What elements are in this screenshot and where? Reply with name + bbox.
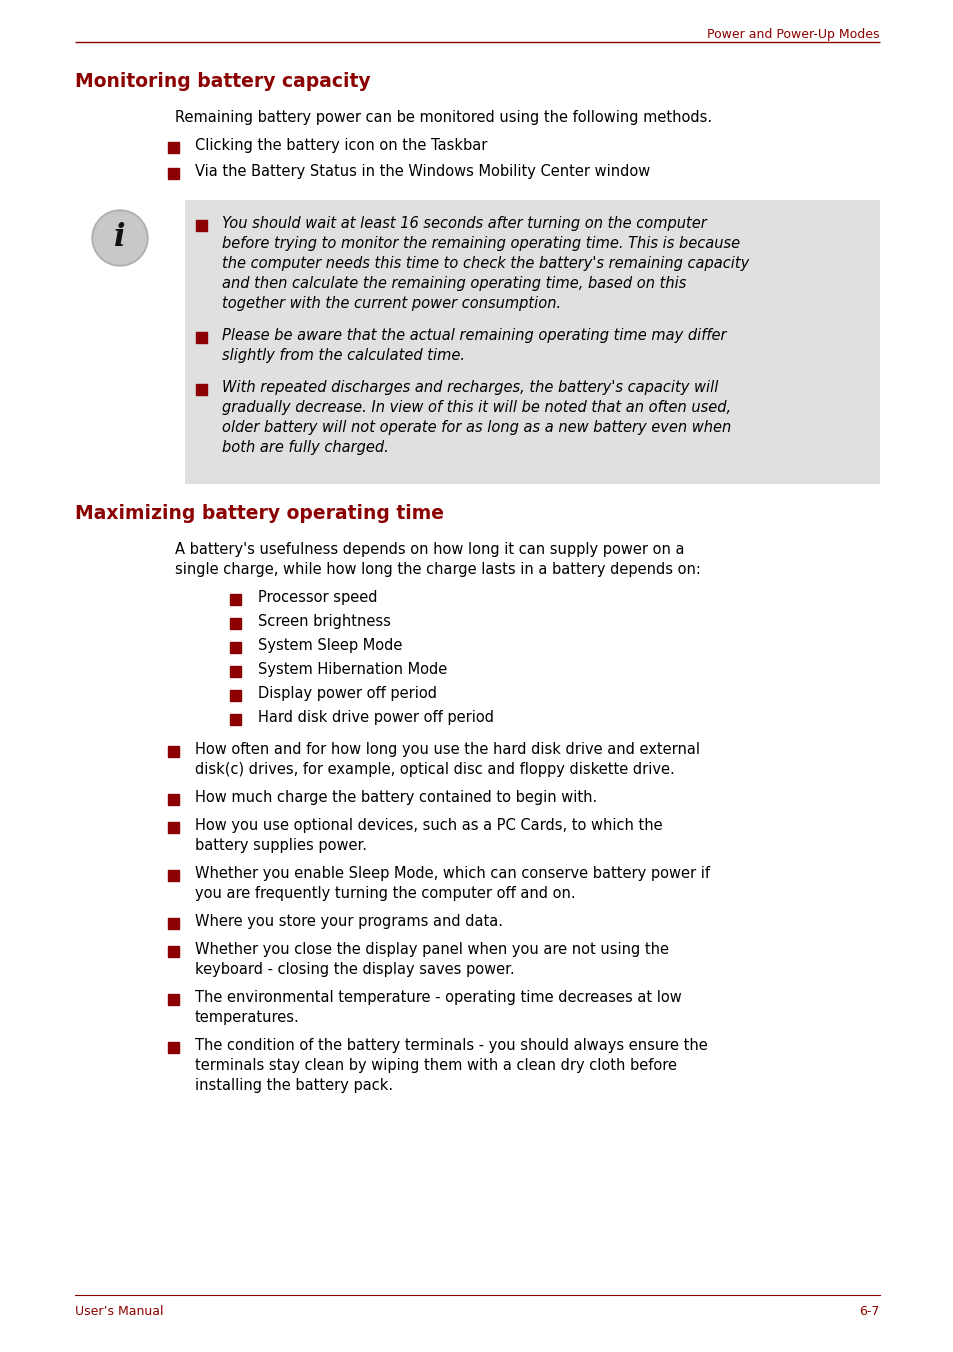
Text: both are fully charged.: both are fully charged. bbox=[222, 439, 388, 456]
Text: you are frequently turning the computer off and on.: you are frequently turning the computer … bbox=[194, 886, 575, 900]
Bar bbox=[168, 1042, 179, 1053]
Text: Maximizing battery operating time: Maximizing battery operating time bbox=[75, 504, 443, 523]
Bar bbox=[195, 220, 207, 231]
Bar bbox=[168, 869, 179, 882]
Text: How much charge the battery contained to begin with.: How much charge the battery contained to… bbox=[194, 790, 597, 804]
Bar bbox=[185, 200, 879, 484]
Bar bbox=[230, 594, 241, 604]
Text: battery supplies power.: battery supplies power. bbox=[194, 838, 367, 853]
Text: How often and for how long you use the hard disk drive and external: How often and for how long you use the h… bbox=[194, 742, 700, 757]
Bar bbox=[230, 618, 241, 629]
Text: the computer needs this time to check the battery's remaining capacity: the computer needs this time to check th… bbox=[222, 256, 748, 270]
Text: System Hibernation Mode: System Hibernation Mode bbox=[257, 662, 447, 677]
Text: User’s Manual: User’s Manual bbox=[75, 1305, 163, 1318]
Text: Remaining battery power can be monitored using the following methods.: Remaining battery power can be monitored… bbox=[174, 110, 711, 124]
Text: before trying to monitor the remaining operating time. This is because: before trying to monitor the remaining o… bbox=[222, 237, 740, 251]
Text: You should wait at least 16 seconds after turning on the computer: You should wait at least 16 seconds afte… bbox=[222, 216, 706, 231]
Bar bbox=[230, 714, 241, 725]
Bar bbox=[230, 690, 241, 700]
Text: installing the battery pack.: installing the battery pack. bbox=[194, 1078, 393, 1092]
Circle shape bbox=[94, 212, 146, 264]
Bar bbox=[168, 822, 179, 833]
Text: Please be aware that the actual remaining operating time may differ: Please be aware that the actual remainin… bbox=[222, 329, 726, 343]
Text: gradually decrease. In view of this it will be noted that an often used,: gradually decrease. In view of this it w… bbox=[222, 400, 730, 415]
Text: Whether you enable Sleep Mode, which can conserve battery power if: Whether you enable Sleep Mode, which can… bbox=[194, 867, 709, 882]
Bar bbox=[168, 168, 179, 178]
Text: Clicking the battery icon on the Taskbar: Clicking the battery icon on the Taskbar bbox=[194, 138, 487, 153]
Text: How you use optional devices, such as a PC Cards, to which the: How you use optional devices, such as a … bbox=[194, 818, 662, 833]
Text: Power and Power-Up Modes: Power and Power-Up Modes bbox=[707, 28, 879, 41]
Text: older battery will not operate for as long as a new battery even when: older battery will not operate for as lo… bbox=[222, 420, 731, 435]
Text: The environmental temperature - operating time decreases at low: The environmental temperature - operatin… bbox=[194, 990, 681, 1005]
Bar bbox=[230, 642, 241, 653]
Text: Hard disk drive power off period: Hard disk drive power off period bbox=[257, 710, 494, 725]
Text: Screen brightness: Screen brightness bbox=[257, 614, 391, 629]
Text: keyboard - closing the display saves power.: keyboard - closing the display saves pow… bbox=[194, 963, 514, 977]
Bar bbox=[195, 384, 207, 395]
Bar bbox=[230, 667, 241, 677]
Bar bbox=[168, 794, 179, 804]
Bar bbox=[168, 142, 179, 153]
Text: Whether you close the display panel when you are not using the: Whether you close the display panel when… bbox=[194, 942, 668, 957]
Text: temperatures.: temperatures. bbox=[194, 1010, 299, 1025]
Text: Where you store your programs and data.: Where you store your programs and data. bbox=[194, 914, 502, 929]
Bar bbox=[195, 333, 207, 343]
Text: Display power off period: Display power off period bbox=[257, 685, 436, 700]
Text: With repeated discharges and recharges, the battery's capacity will: With repeated discharges and recharges, … bbox=[222, 380, 718, 395]
Text: slightly from the calculated time.: slightly from the calculated time. bbox=[222, 347, 464, 362]
Text: Processor speed: Processor speed bbox=[257, 589, 377, 604]
Text: together with the current power consumption.: together with the current power consumpt… bbox=[222, 296, 560, 311]
Text: 6-7: 6-7 bbox=[859, 1305, 879, 1318]
Text: disk(c) drives, for example, optical disc and floppy diskette drive.: disk(c) drives, for example, optical dis… bbox=[194, 763, 674, 777]
Circle shape bbox=[91, 210, 148, 266]
Text: The condition of the battery terminals - you should always ensure the: The condition of the battery terminals -… bbox=[194, 1038, 707, 1053]
Text: i: i bbox=[114, 223, 126, 254]
Bar bbox=[168, 946, 179, 957]
Bar bbox=[168, 994, 179, 1005]
Text: A battery's usefulness depends on how long it can supply power on a: A battery's usefulness depends on how lo… bbox=[174, 542, 684, 557]
Bar bbox=[168, 918, 179, 929]
Text: System Sleep Mode: System Sleep Mode bbox=[257, 638, 402, 653]
Text: single charge, while how long the charge lasts in a battery depends on:: single charge, while how long the charge… bbox=[174, 562, 700, 577]
Text: terminals stay clean by wiping them with a clean dry cloth before: terminals stay clean by wiping them with… bbox=[194, 1059, 677, 1073]
Bar bbox=[168, 746, 179, 757]
Text: and then calculate the remaining operating time, based on this: and then calculate the remaining operati… bbox=[222, 276, 685, 291]
Text: Via the Battery Status in the Windows Mobility Center window: Via the Battery Status in the Windows Mo… bbox=[194, 164, 650, 178]
Text: Monitoring battery capacity: Monitoring battery capacity bbox=[75, 72, 370, 91]
